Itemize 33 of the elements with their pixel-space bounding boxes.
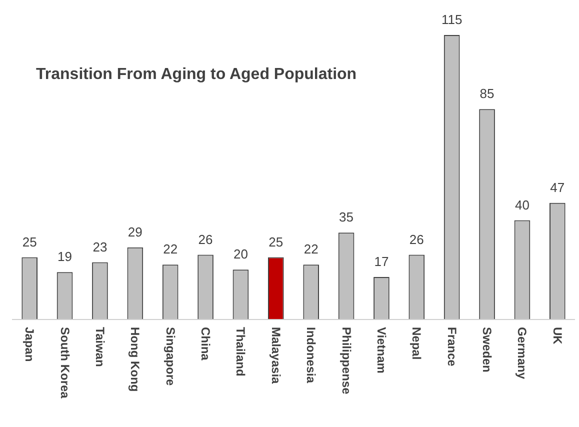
x-tick-label: Japan: [22, 327, 37, 362]
data-label: 25: [268, 234, 284, 250]
data-label: 22: [304, 242, 318, 257]
x-tick-label: Singapore: [163, 327, 178, 386]
x-tick-label: Malayasia: [268, 327, 283, 384]
x-tick-label: China: [198, 327, 213, 360]
data-label: 35: [339, 210, 354, 225]
data-label: 26: [198, 232, 213, 247]
x-tick-label: Indonesia: [304, 327, 318, 384]
data-label: 23: [92, 239, 108, 254]
x-tick-label: Nepal: [410, 327, 424, 360]
data-label: 40: [514, 197, 530, 212]
x-tick-label: South Korea: [58, 327, 72, 398]
x-tick-label: Vietnam: [374, 327, 388, 374]
data-label: 29: [128, 224, 142, 240]
x-tick-label: UK: [550, 327, 564, 344]
data-label: 22: [163, 242, 178, 257]
text: Transition From Aging to Aged Population: [36, 66, 357, 84]
x-tick-label: Taiwan: [92, 327, 107, 367]
x-tick-label: Hong Kong: [128, 327, 142, 392]
data-label: 25: [22, 234, 37, 250]
x-tick-label: Philippense: [339, 327, 354, 394]
x-tick-label: Thailand: [234, 327, 248, 376]
x-tick-label: Germany: [515, 327, 530, 380]
data-label: 19: [58, 249, 72, 264]
data-label: 26: [409, 232, 424, 247]
data-label: 20: [233, 246, 248, 262]
data-label: 85: [480, 86, 494, 102]
x-tick-label: Sweden: [480, 327, 494, 372]
data-label: 115: [441, 12, 462, 28]
data-label: 17: [374, 254, 389, 270]
data-label: 47: [550, 180, 565, 196]
x-tick-label: France: [444, 327, 459, 366]
